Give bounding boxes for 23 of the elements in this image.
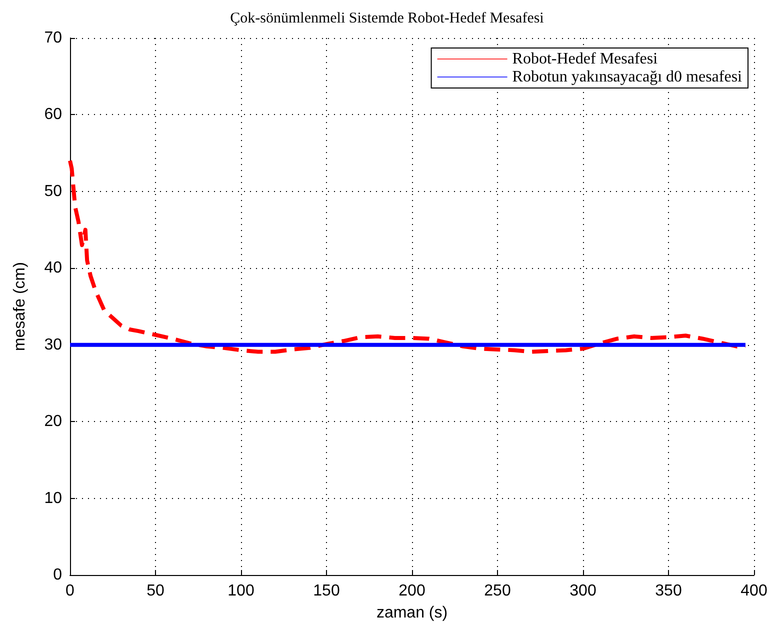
y-tick-label: 50 (44, 182, 62, 200)
x-tick-label: 200 (398, 582, 426, 600)
x-tick-label: 300 (570, 582, 596, 600)
y-tick-label: 40 (44, 260, 62, 277)
y-tick-label: 0 (53, 566, 62, 584)
y-axis-title: mesafe (cm) (12, 262, 28, 351)
y-tick-label: 70 (44, 30, 62, 46)
y-tick-label: 60 (44, 106, 62, 124)
x-tick-label: 50 (146, 582, 164, 600)
x-tick-label: 100 (228, 582, 254, 600)
x-tick-label: 0 (66, 582, 75, 600)
legend-label: Robot-Hedef Mesafesi (512, 50, 658, 68)
chart-title: Çok-sönümlenmeli Sistemde Robot-Hedef Mesafesi (230, 10, 544, 26)
y-tick-label: 30 (44, 336, 62, 354)
y-tick-label: 20 (44, 413, 62, 430)
y-tick-label: 10 (44, 490, 62, 507)
legend-label: Robotun yakınsayacağı d0 mesafesi (512, 68, 743, 86)
line-series (68, 158, 748, 354)
x-tick-label: 400 (740, 582, 768, 600)
x-tick-label: 250 (484, 582, 511, 600)
x-tick-label: 150 (313, 582, 340, 600)
x-tick-label: 350 (655, 582, 682, 600)
x-axis-title: zaman (s) (376, 604, 448, 622)
